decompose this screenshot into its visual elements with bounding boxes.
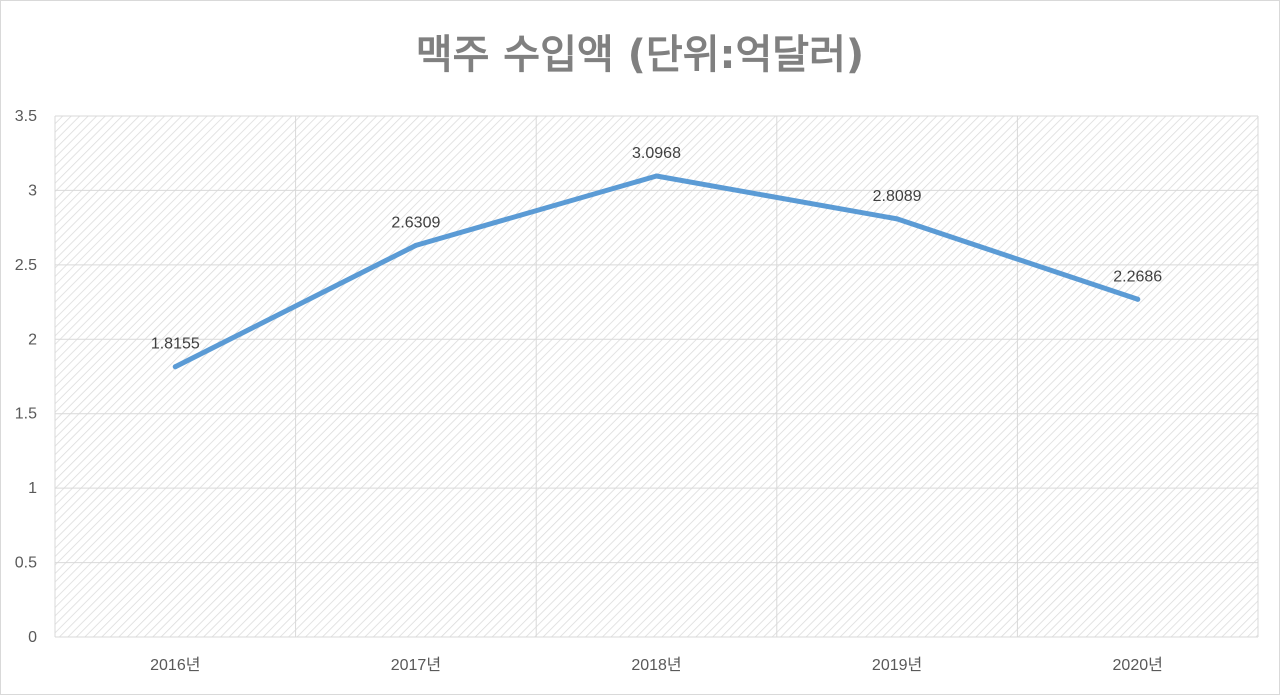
y-tick-label: 3.5 [15, 108, 37, 125]
y-tick-label: 2 [28, 331, 37, 348]
data-point [172, 364, 178, 370]
x-tick-label: 2018년 [631, 656, 681, 674]
data-label: 2.8089 [873, 188, 922, 205]
y-tick-label: 0 [28, 629, 37, 646]
y-tick-label: 1 [28, 480, 37, 497]
data-point [894, 216, 900, 222]
plot-area [55, 116, 1258, 637]
y-tick-label: 0.5 [15, 555, 37, 572]
x-tick-label: 2017년 [391, 656, 441, 674]
data-label: 2.6309 [391, 214, 440, 231]
y-tick-label: 2.5 [15, 257, 37, 274]
data-label: 3.0968 [632, 145, 681, 162]
data-point [413, 242, 419, 248]
data-label: 1.8155 [151, 336, 200, 353]
x-tick-label: 2019년 [872, 656, 922, 674]
chart-title: 맥주 수입액 (단위:억달러) [415, 32, 865, 78]
y-tick-label: 3 [28, 182, 37, 199]
data-point [1135, 296, 1141, 302]
x-tick-label: 2016년 [150, 656, 200, 674]
data-label: 2.2686 [1113, 268, 1162, 285]
x-tick-label: 2020년 [1113, 656, 1163, 674]
data-point [654, 173, 659, 179]
y-tick-label: 1.5 [15, 406, 37, 423]
